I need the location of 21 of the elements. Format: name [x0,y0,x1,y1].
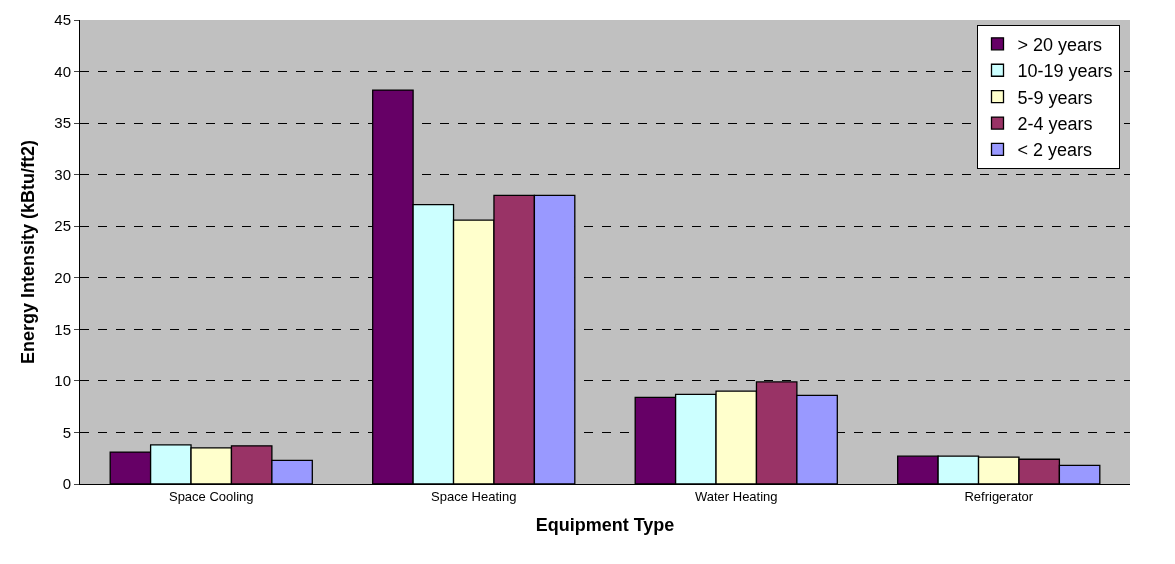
y-tick-label: 35 [54,114,71,132]
legend-label: 5-9 years [1017,87,1093,108]
y-tick-label: 5 [62,423,71,441]
x-tick-label: Space Heating [431,488,517,504]
x-tick-label: Refrigerator [964,488,1034,504]
x-axis-title: Equipment Type [535,514,675,535]
x-tick-label: Water Heating [694,488,778,504]
legend-label: < 2 years [1017,140,1093,161]
y-tick-label: 20 [54,269,71,287]
y-axis-title: Energy Intensity (kBtu/ft2) [17,139,38,365]
y-tick-label: 25 [54,217,71,235]
x-tick-label: Space Cooling [168,488,254,504]
y-tick-label: 30 [54,165,71,183]
y-tick-label: 10 [54,372,71,390]
y-tick-label: 40 [54,62,71,80]
y-tick-label: 15 [54,320,71,338]
legend-label: 2-4 years [1017,114,1093,135]
y-tick-label: 45 [54,11,71,29]
legend-label: > 20 years [1017,34,1103,55]
legend-label: 10-19 years [1017,61,1113,82]
y-tick-label: 0 [62,475,71,493]
